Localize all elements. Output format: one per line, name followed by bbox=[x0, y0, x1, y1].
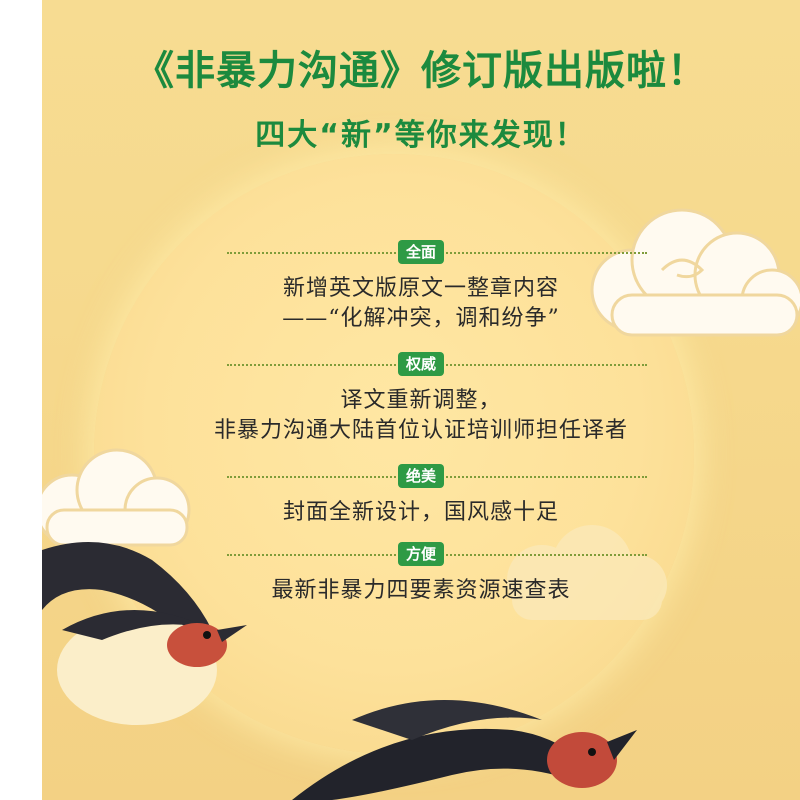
feature-text: 新增英文版原文一整章内容 bbox=[282, 276, 559, 301]
feature-section-beauty: 绝美 封面全新设计，国风感十足 bbox=[42, 464, 800, 528]
cloud-icon bbox=[507, 525, 667, 620]
cloud-icon bbox=[590, 208, 800, 337]
page-title: 《非暴力沟通》修订版出版啦！ bbox=[134, 48, 708, 94]
feature-section-comprehensive: 全面 新增英文版原文一整章内容 ——“化解冲突，调和纷争” bbox=[42, 240, 800, 334]
left-margin bbox=[0, 0, 42, 800]
feature-tag: 绝美 bbox=[397, 464, 444, 488]
feature-text: 最新非暴力四要素资源速查表 bbox=[271, 578, 571, 603]
feature-section-convenience: 方便 最新非暴力四要素资源速查表 bbox=[42, 542, 800, 606]
feature-tag: 全面 bbox=[397, 240, 444, 264]
poster: 《非暴力沟通》修订版出版啦！ 四大“新”等你来发现！ 全面 新增英文版原文一整章… bbox=[42, 0, 800, 800]
page-subtitle: 四大“新”等你来发现！ bbox=[255, 118, 587, 153]
feature-section-authority: 权威 译文重新调整， 非暴力沟通大陆首位认证培训师担任译者 bbox=[42, 352, 800, 446]
swallow-icon bbox=[292, 700, 637, 800]
feature-text: 译文重新调整， bbox=[340, 388, 502, 413]
cloud-icon bbox=[42, 448, 191, 547]
feature-tag: 权威 bbox=[397, 352, 444, 376]
feature-text: 封面全新设计，国风感十足 bbox=[282, 500, 559, 525]
feature-text: ——“化解冲突，调和纷争” bbox=[282, 306, 560, 331]
swallow-icon bbox=[42, 542, 247, 725]
feature-text: 非暴力沟通大陆首位认证培训师担任译者 bbox=[213, 418, 628, 443]
feature-tag: 方便 bbox=[397, 542, 444, 566]
